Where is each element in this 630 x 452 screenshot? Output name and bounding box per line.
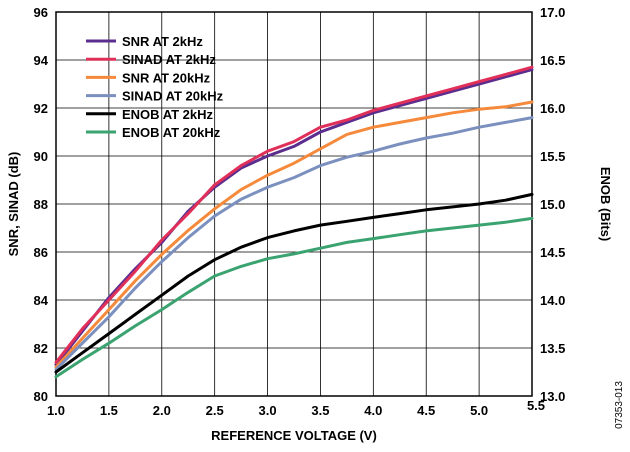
y-tick-label-right: 15.5 bbox=[540, 149, 565, 164]
y-axis-title-left: SNR, SINAD (dB) bbox=[6, 152, 21, 257]
x-tick-label: 2.0 bbox=[153, 403, 171, 418]
x-tick-label: 5.0 bbox=[470, 403, 488, 418]
legend-label: SINAD AT 20kHz bbox=[122, 89, 224, 104]
series-line bbox=[54, 100, 534, 369]
y-tick-label-right: 17.0 bbox=[540, 5, 565, 20]
legend-label: ENOB AT 20kHz bbox=[122, 125, 221, 140]
y-tick-label-left: 88 bbox=[34, 197, 48, 212]
series-line bbox=[54, 65, 534, 364]
plot-frame bbox=[55, 11, 533, 397]
series-line bbox=[54, 216, 534, 379]
x-tick-label: 5.5 bbox=[527, 398, 545, 413]
figure-id: 07353-013 bbox=[614, 381, 625, 429]
y-tick-label-right: 14.0 bbox=[540, 293, 565, 308]
x-tick-label: 4.5 bbox=[417, 403, 435, 418]
legend-label: SINAD AT 2kHz bbox=[122, 52, 216, 67]
gridlines bbox=[56, 12, 532, 396]
y-tick-label-left: 84 bbox=[34, 293, 49, 308]
y-tick-label-right: 14.5 bbox=[540, 245, 565, 260]
x-tick-label: 1.5 bbox=[100, 403, 118, 418]
axis-ticks: 1.0 1.5 2.0 2.5 3.0 3.5 4.0 4.5 5.0 5.5 80 82 84 86 88… bbox=[34, 5, 566, 418]
legend-label: SNR AT 20kHz bbox=[122, 70, 211, 85]
legend-label: ENOB AT 2kHz bbox=[122, 107, 214, 122]
y-tick-label-left: 92 bbox=[34, 101, 48, 116]
x-tick-label: 2.5 bbox=[206, 403, 224, 418]
x-tick-label: 3.0 bbox=[259, 403, 277, 418]
series-line bbox=[54, 192, 534, 374]
y-tick-label-left: 80 bbox=[34, 389, 48, 404]
y-axis-title-right: ENOB (Bits) bbox=[598, 167, 613, 241]
x-tick-label: 3.5 bbox=[311, 403, 329, 418]
y-tick-label-left: 82 bbox=[34, 341, 48, 356]
legend-label: SNR AT 2kHz bbox=[122, 34, 203, 49]
y-tick-label-left: 86 bbox=[34, 245, 48, 260]
x-axis-title: REFERENCE VOLTAGE (V) bbox=[211, 428, 377, 443]
y-tick-label-right: 13.0 bbox=[540, 389, 565, 404]
y-tick-label-left: 94 bbox=[34, 53, 49, 68]
legend: SNR AT 2kHz SINAD AT 2kHz SNR AT 20kHz SINA… bbox=[86, 34, 224, 140]
y-tick-label-right: 16.5 bbox=[540, 53, 565, 68]
y-tick-label-left: 90 bbox=[34, 149, 48, 164]
series-lines bbox=[54, 65, 534, 379]
y-tick-label-left: 96 bbox=[34, 5, 48, 20]
y-tick-label-right: 16.0 bbox=[540, 101, 565, 116]
series-line bbox=[54, 116, 534, 372]
x-tick-label: 1.0 bbox=[47, 403, 65, 418]
y-tick-label-right: 15.0 bbox=[540, 197, 565, 212]
series-line bbox=[54, 68, 534, 367]
y-tick-label-right: 13.5 bbox=[540, 341, 565, 356]
x-tick-label: 4.0 bbox=[364, 403, 382, 418]
